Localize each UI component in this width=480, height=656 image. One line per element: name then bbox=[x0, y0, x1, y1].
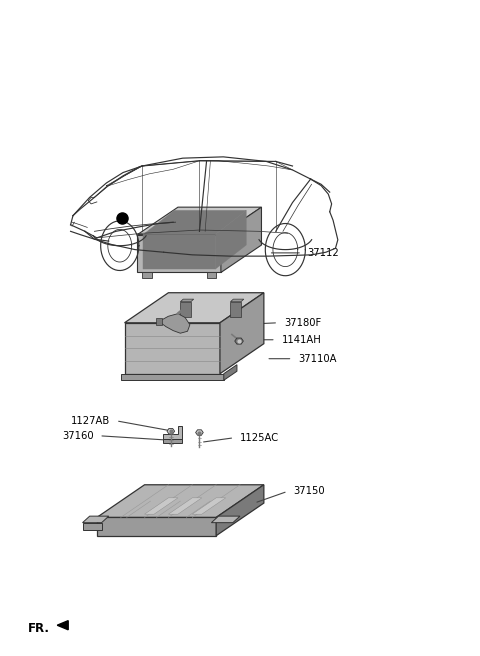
Polygon shape bbox=[168, 498, 202, 514]
Polygon shape bbox=[192, 498, 226, 514]
Text: 37112: 37112 bbox=[308, 248, 339, 258]
Text: 1125AC: 1125AC bbox=[240, 433, 279, 443]
Text: 37160: 37160 bbox=[62, 431, 94, 441]
Polygon shape bbox=[137, 235, 221, 272]
Polygon shape bbox=[124, 323, 220, 374]
Polygon shape bbox=[220, 293, 264, 374]
Polygon shape bbox=[97, 518, 216, 536]
Polygon shape bbox=[180, 299, 194, 302]
Text: 37180F: 37180F bbox=[284, 318, 321, 328]
Polygon shape bbox=[144, 498, 178, 514]
Polygon shape bbox=[143, 211, 246, 235]
Text: 37110A: 37110A bbox=[298, 354, 337, 363]
Text: 1127AB: 1127AB bbox=[71, 416, 110, 426]
Polygon shape bbox=[83, 523, 102, 531]
Polygon shape bbox=[230, 299, 244, 302]
Polygon shape bbox=[57, 621, 68, 630]
Polygon shape bbox=[163, 426, 182, 439]
Polygon shape bbox=[216, 485, 264, 536]
Polygon shape bbox=[120, 374, 224, 380]
Polygon shape bbox=[124, 293, 264, 323]
Text: 37150: 37150 bbox=[293, 486, 325, 497]
Polygon shape bbox=[211, 516, 240, 523]
Polygon shape bbox=[230, 302, 241, 317]
Polygon shape bbox=[83, 516, 109, 523]
Polygon shape bbox=[196, 430, 203, 435]
Polygon shape bbox=[206, 272, 216, 277]
Polygon shape bbox=[215, 211, 246, 269]
Polygon shape bbox=[180, 302, 191, 317]
Polygon shape bbox=[235, 338, 243, 344]
Text: 1141AH: 1141AH bbox=[281, 335, 321, 345]
Polygon shape bbox=[224, 365, 237, 380]
Polygon shape bbox=[143, 235, 215, 269]
Polygon shape bbox=[137, 207, 262, 235]
Polygon shape bbox=[97, 485, 264, 518]
Polygon shape bbox=[163, 439, 182, 443]
Polygon shape bbox=[221, 207, 262, 272]
Text: FR.: FR. bbox=[28, 622, 49, 635]
Polygon shape bbox=[159, 314, 190, 333]
Polygon shape bbox=[156, 318, 162, 325]
Polygon shape bbox=[167, 428, 175, 434]
Polygon shape bbox=[142, 272, 152, 277]
